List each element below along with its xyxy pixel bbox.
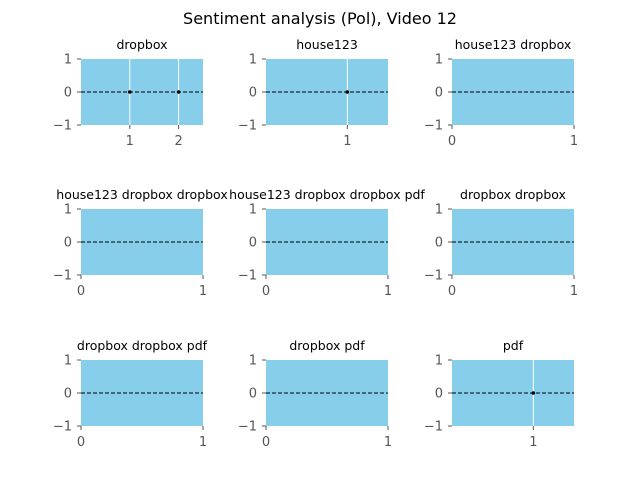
x-tick-label: 1	[199, 284, 207, 299]
subplot-2: house123 −1 0 1 1	[238, 37, 388, 149]
x-tick-label: 0	[77, 435, 85, 450]
y-tick-label: 1	[435, 53, 443, 68]
y-tick-label: 1	[249, 53, 257, 68]
y-tick-label: 1	[64, 354, 72, 369]
x-tick-label: 1	[199, 435, 207, 450]
y-tick-label: 0	[64, 236, 72, 251]
y-tick-label: −1	[53, 269, 72, 284]
y-tick-label: −1	[238, 119, 257, 134]
y-tick-label: 0	[249, 387, 257, 402]
subplot-5: house123 dropbox dropbox pdf −1 0 1 0 1	[229, 187, 425, 299]
data-point	[176, 90, 181, 94]
y-tick-label: 1	[64, 53, 72, 68]
subplot-3: house123 dropbox −1 0 1 0 1	[424, 37, 578, 149]
x-tick-label: 2	[174, 134, 182, 149]
y-tick-label: 0	[64, 387, 72, 402]
subplot-title: house123	[296, 37, 358, 52]
y-tick-label: 0	[435, 236, 443, 251]
subplot-title: house123 dropbox dropbox	[56, 187, 227, 202]
y-tick-label: 1	[64, 203, 72, 218]
y-tick-label: −1	[424, 119, 443, 134]
data-point	[345, 90, 350, 94]
subplot-4: house123 dropbox dropbox −1 0 1 0 1	[53, 187, 228, 299]
subplot-title: pdf	[503, 338, 524, 353]
subplot-1: dropbox −1 0 1 1 2	[53, 37, 203, 149]
x-tick-label: 1	[529, 435, 537, 450]
data-point	[128, 90, 132, 94]
y-tick-label: 0	[249, 236, 257, 251]
x-tick-label: 1	[570, 134, 578, 149]
figure-title: Sentiment analysis (Pol), Video 12	[183, 9, 457, 28]
y-tick-label: 1	[249, 354, 257, 369]
y-tick-label: 0	[435, 387, 443, 402]
x-tick-label: 1	[384, 284, 392, 299]
y-tick-label: −1	[238, 420, 257, 435]
x-tick-label: 1	[384, 435, 392, 450]
subplot-title: dropbox dropbox pdf	[77, 338, 208, 353]
subplot-title: dropbox dropbox	[460, 187, 566, 202]
y-tick-label: −1	[53, 119, 72, 134]
subplot-title: dropbox pdf	[289, 338, 365, 353]
subplot-title: dropbox	[117, 37, 168, 52]
subplot-title: house123 dropbox dropbox pdf	[229, 187, 425, 202]
x-tick-label: 0	[448, 134, 456, 149]
subplot-6: dropbox dropbox −1 0 1 0 1	[424, 187, 578, 299]
x-tick-label: 1	[126, 134, 134, 149]
y-tick-label: −1	[424, 269, 443, 284]
data-point	[531, 391, 536, 395]
y-tick-label: 1	[249, 203, 257, 218]
subplot-8: dropbox pdf −1 0 1 0 1	[238, 338, 392, 450]
y-tick-label: 0	[249, 86, 257, 101]
y-tick-label: 0	[64, 86, 72, 101]
x-tick-label: 0	[448, 284, 456, 299]
y-tick-label: 1	[435, 203, 443, 218]
x-tick-label: 0	[262, 435, 270, 450]
subplot-9: pdf −1 0 1 1	[424, 338, 574, 450]
x-tick-label: 0	[262, 284, 270, 299]
y-tick-label: −1	[424, 420, 443, 435]
y-tick-label: 1	[435, 354, 443, 369]
y-tick-label: 0	[435, 86, 443, 101]
x-tick-label: 1	[343, 134, 351, 149]
subplot-7: dropbox dropbox pdf −1 0 1 0 1	[53, 338, 208, 450]
x-tick-label: 1	[570, 284, 578, 299]
x-tick-label: 0	[77, 284, 85, 299]
subplot-title: house123 dropbox	[455, 37, 572, 52]
y-tick-label: −1	[53, 420, 72, 435]
y-tick-label: −1	[238, 269, 257, 284]
